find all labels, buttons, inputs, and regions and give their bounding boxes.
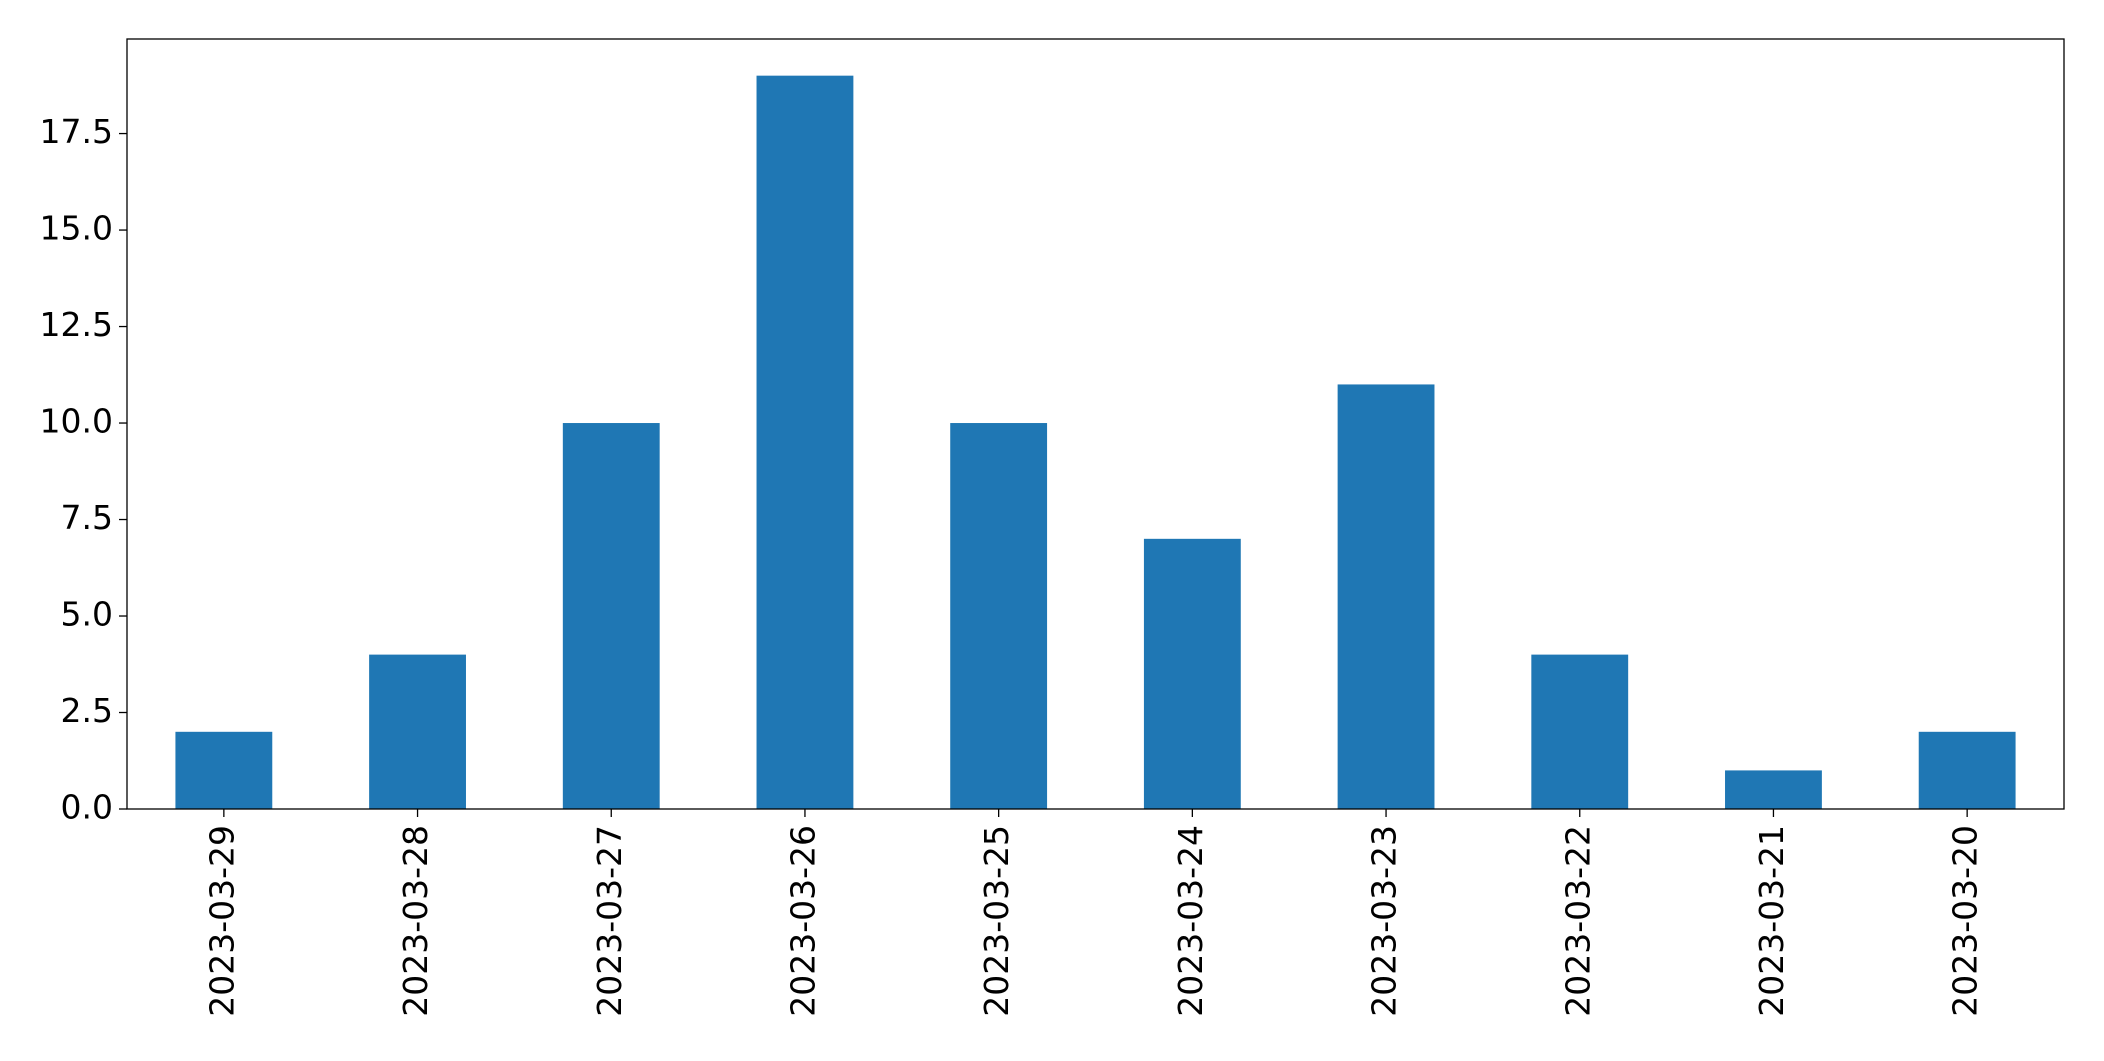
y-tick-label: 12.5 — [40, 305, 113, 344]
bar — [1725, 770, 1822, 809]
bar — [1918, 731, 2016, 809]
bar — [562, 423, 660, 809]
plot-frame — [126, 38, 2065, 810]
y-tick-label: 2.5 — [61, 691, 113, 730]
x-tick-label: 2023-03-25 — [977, 825, 1016, 1017]
bar — [1531, 654, 1629, 809]
y-tick-label: 0.0 — [61, 788, 113, 827]
bar — [1337, 384, 1435, 809]
x-tick-label: 2023-03-23 — [1365, 825, 1404, 1017]
y-tick-label: 17.5 — [40, 112, 113, 151]
bar — [369, 654, 466, 809]
x-tick-label: 2023-03-27 — [590, 825, 629, 1017]
bar — [1143, 538, 1241, 809]
x-tick-label: 2023-03-24 — [1171, 825, 1210, 1017]
x-tick-label: 2023-03-20 — [1946, 825, 1985, 1017]
y-tick-label: 5.0 — [61, 595, 113, 634]
x-tick-label: 2023-03-22 — [1558, 825, 1597, 1017]
y-tick-label: 10.0 — [40, 402, 113, 441]
x-tick-label: 2023-03-26 — [783, 825, 822, 1017]
y-tick-label: 15.0 — [40, 209, 113, 248]
y-tick-label: 7.5 — [61, 498, 113, 537]
x-tick-label: 2023-03-21 — [1752, 825, 1791, 1017]
x-tick-label: 2023-03-28 — [396, 825, 435, 1017]
bar — [950, 423, 1048, 809]
bar — [756, 75, 854, 809]
bar — [175, 731, 273, 809]
x-tick-label: 2023-03-29 — [202, 825, 241, 1017]
